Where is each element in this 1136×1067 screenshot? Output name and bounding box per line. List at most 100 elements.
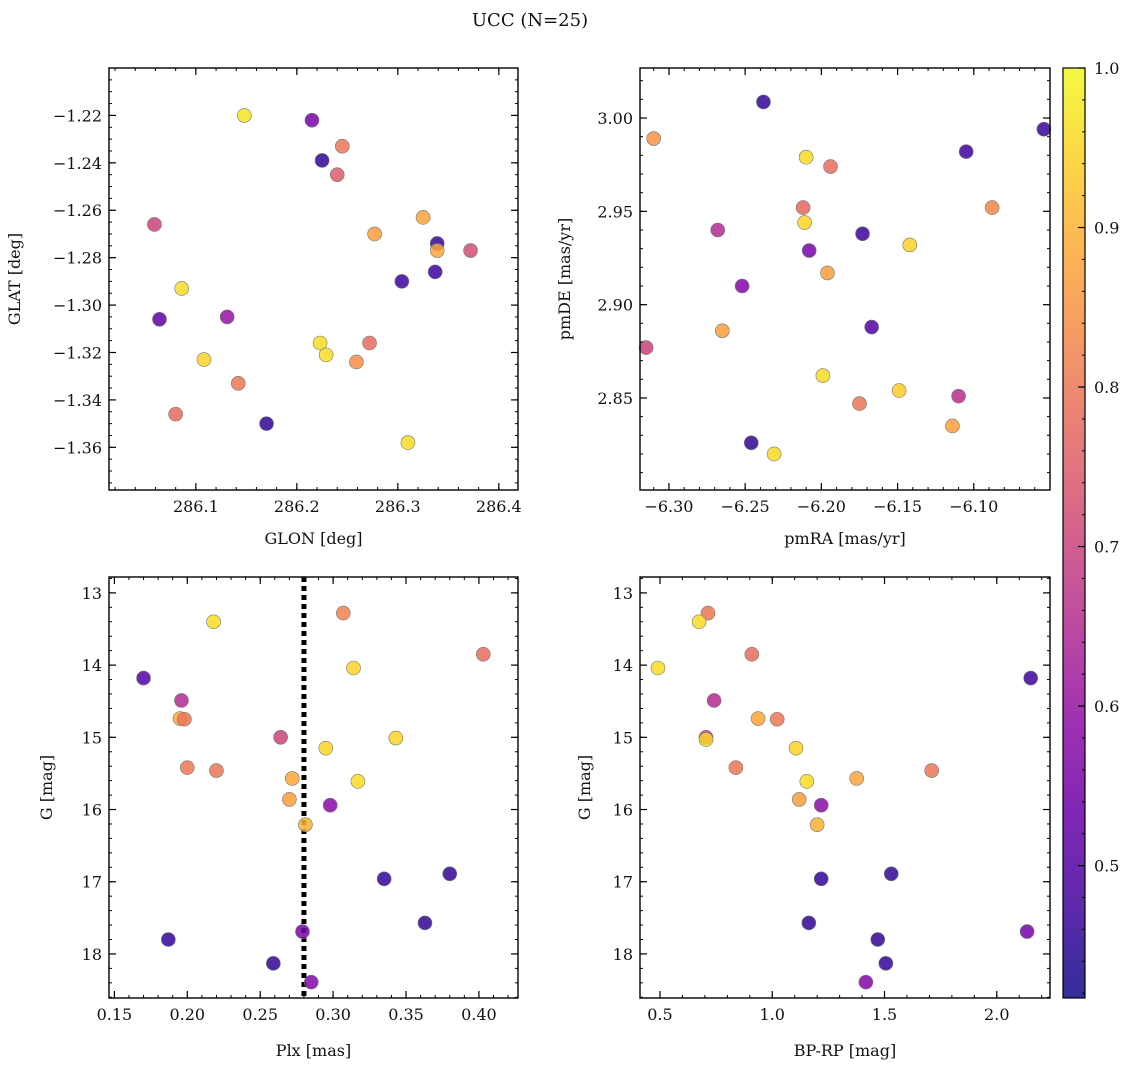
data-point bbox=[799, 774, 815, 789]
data-point bbox=[815, 368, 831, 383]
data-point bbox=[646, 131, 662, 146]
y-tick-label: 18 bbox=[82, 945, 102, 964]
x-tick-label: 1.0 bbox=[760, 1005, 785, 1024]
data-point bbox=[798, 149, 814, 165]
axes-frame bbox=[639, 576, 1051, 999]
data-point bbox=[766, 446, 782, 462]
data-point bbox=[878, 956, 894, 971]
data-point bbox=[951, 388, 966, 404]
x-tick-label: 286.4 bbox=[476, 497, 522, 516]
data-point bbox=[638, 340, 654, 355]
data-point bbox=[801, 915, 817, 931]
data-point bbox=[924, 763, 939, 778]
y-tick-label: 16 bbox=[82, 801, 102, 820]
x-tick-label: 0.15 bbox=[97, 1005, 133, 1024]
data-point bbox=[820, 265, 835, 281]
y-tick-label: −1.24 bbox=[53, 154, 102, 173]
data-point bbox=[858, 974, 874, 990]
data-point bbox=[282, 792, 297, 807]
data-point bbox=[303, 974, 319, 990]
y-tick-label: −1.30 bbox=[53, 296, 102, 315]
data-point bbox=[700, 605, 716, 621]
axes-frame bbox=[108, 67, 519, 491]
data-point bbox=[809, 817, 825, 832]
y-tick-label: −1.26 bbox=[53, 201, 102, 220]
data-point bbox=[266, 956, 281, 971]
data-point bbox=[417, 915, 433, 931]
y-axis-label: G [mag] bbox=[37, 755, 56, 820]
data-point bbox=[174, 281, 190, 296]
colorbar-tick-label: 0.8 bbox=[1094, 378, 1119, 397]
x-tick-label: −6.25 bbox=[721, 497, 770, 516]
y-axis-label: GLAT [deg] bbox=[5, 233, 24, 325]
data-point bbox=[136, 670, 151, 686]
y-tick-label: −1.34 bbox=[53, 391, 102, 410]
data-point bbox=[329, 167, 345, 182]
subplot-3: 0.15 0.20 0.25 0.30 0.35 0.40 13 14 15 16 17 18 Plx … bbox=[37, 576, 519, 1060]
data-point bbox=[902, 237, 918, 253]
x-axis-label: BP-RP [mag] bbox=[794, 1041, 896, 1060]
data-point bbox=[710, 222, 726, 238]
data-point bbox=[318, 347, 334, 363]
data-point bbox=[797, 215, 812, 230]
y-tick-label: 15 bbox=[613, 728, 633, 747]
data-point bbox=[312, 335, 328, 351]
subplot-4: 0.5 1.0 1.5 2.0 13 14 15 16 17 18 BP-RP [mag] G [ma… bbox=[575, 576, 1051, 1060]
y-tick-label: 18 bbox=[613, 945, 633, 964]
data-point bbox=[206, 614, 221, 630]
y-tick-label: 14 bbox=[613, 656, 633, 675]
y-tick-label: 13 bbox=[82, 584, 102, 603]
data-point bbox=[891, 383, 907, 398]
x-tick-label: 286.3 bbox=[375, 497, 421, 516]
y-tick-label: −1.32 bbox=[53, 343, 102, 362]
x-tick-label: −6.30 bbox=[644, 497, 693, 516]
data-point bbox=[349, 354, 364, 370]
x-axis-label: GLON [deg] bbox=[264, 529, 362, 548]
data-point bbox=[304, 112, 320, 128]
data-point bbox=[1023, 670, 1038, 686]
x-axis-label: pmRA [mas/yr] bbox=[784, 529, 906, 548]
data-point bbox=[273, 730, 288, 745]
x-tick-label: 2.0 bbox=[984, 1005, 1009, 1024]
y-tick-label: 3.00 bbox=[597, 109, 633, 128]
data-point bbox=[318, 740, 334, 756]
data-point bbox=[691, 614, 707, 630]
figure-title: UCC (N=25) bbox=[472, 10, 588, 31]
data-point bbox=[429, 243, 445, 258]
y-tick-label: 13 bbox=[613, 584, 633, 603]
subplot-2: −6.30 −6.25 −6.20 −6.15 −6.10 3.00 2.95 2.90 2.8… bbox=[555, 67, 1052, 548]
data-point bbox=[734, 278, 750, 294]
y-tick-label: 17 bbox=[82, 873, 102, 892]
data-point bbox=[852, 396, 867, 411]
x-tick-label: 0.5 bbox=[647, 1005, 672, 1024]
colorbar: 0.5 0.6 0.7 0.8 0.9 1.0 bbox=[1062, 59, 1119, 999]
y-tick-label: 17 bbox=[613, 873, 633, 892]
colorbar-gradient bbox=[1062, 67, 1086, 999]
colorbar-tick-label: 0.6 bbox=[1094, 697, 1119, 716]
y-tick-label: 15 bbox=[82, 728, 102, 747]
data-point bbox=[984, 200, 1000, 215]
data-point bbox=[177, 711, 192, 727]
x-tick-label: 0.25 bbox=[242, 1005, 278, 1024]
x-tick-label: −6.10 bbox=[949, 497, 998, 516]
data-point bbox=[427, 264, 443, 280]
data-point bbox=[334, 138, 350, 154]
data-point bbox=[475, 646, 491, 662]
data-point bbox=[813, 797, 829, 813]
data-point bbox=[788, 740, 804, 756]
data-point bbox=[715, 323, 730, 339]
data-point bbox=[367, 226, 382, 242]
data-point bbox=[388, 730, 404, 746]
data-point bbox=[698, 732, 714, 747]
data-point bbox=[883, 866, 899, 882]
data-point bbox=[346, 660, 361, 676]
data-point bbox=[442, 866, 458, 882]
data-point bbox=[743, 435, 759, 451]
data-point bbox=[400, 435, 416, 450]
data-point bbox=[750, 711, 766, 726]
data-point bbox=[823, 159, 838, 174]
data-point bbox=[463, 243, 478, 258]
y-tick-label: 14 bbox=[82, 656, 102, 675]
data-point bbox=[174, 693, 189, 708]
data-point bbox=[237, 108, 252, 123]
